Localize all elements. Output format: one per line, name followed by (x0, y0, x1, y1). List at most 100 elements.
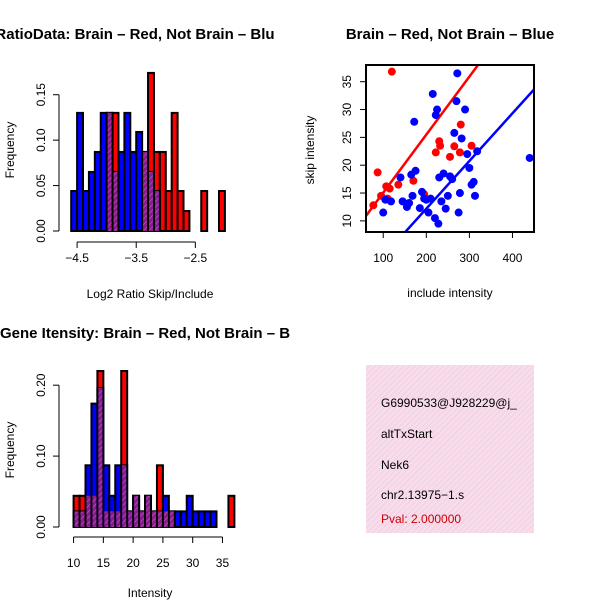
intensity-y-tick-label: 0.10 (34, 444, 48, 468)
scatter-y-tick-label: 15 (340, 186, 354, 200)
scatter-point-brain (394, 180, 403, 189)
info-event-type: altTxStart (381, 427, 433, 441)
intensity-histogram-bars (72, 370, 236, 529)
info-probe-id: G6990533@J928229@j_ (381, 396, 517, 410)
intensity-histogram-panel: Gene Itensity: Brain – Red, Not Brain – … (0, 325, 290, 600)
scatter-point-notbrain (396, 173, 405, 182)
scatter-y-tick-label: 35 (340, 75, 354, 89)
ratio-bar-overlap (149, 171, 153, 231)
scatter-point-notbrain (411, 166, 420, 175)
intensity-histogram-title: Gene Itensity: Brain – Red, Not Brain – … (0, 325, 290, 342)
intensity-bar-brain (227, 494, 236, 528)
intensity-x-tick-label: 20 (126, 556, 140, 570)
ratio-bar-brain (170, 111, 179, 232)
scatter-point-notbrain (433, 105, 442, 114)
scatter-point-notbrain (443, 191, 452, 200)
intensity-x-tick-label: 30 (186, 556, 200, 570)
ratio-bar-brain (200, 190, 209, 232)
scatter-point-brain (409, 176, 418, 185)
scatter-plot-area (366, 65, 534, 232)
ratio-histogram-title: RatioData: Brain – Red, Not Brain – Blu (0, 26, 275, 43)
scatter-point-brain (387, 67, 396, 76)
ratio-bar-overlap (107, 112, 112, 231)
ratio-histogram-ylabel: Frequency (3, 122, 17, 179)
scatter-point-notbrain (441, 204, 450, 213)
ratio-histogram-axes: −4.5 −3.5 −2.5 0.00 0.05 0.10 0.15 (34, 83, 208, 265)
intensity-bar-overlap (110, 511, 115, 527)
scatter-point-notbrain (525, 153, 534, 162)
intensity-bar-overlap (80, 511, 85, 527)
intensity-bar-overlap (86, 495, 91, 527)
intensity-bar-overlap (169, 511, 174, 527)
scatter-point-brain (455, 148, 464, 157)
ratio-bar-brain (217, 190, 226, 232)
intensity-y-tick-label: 0.00 (34, 515, 48, 539)
scatter-axes: 100 200 300 400 10 15 20 25 30 35 (340, 64, 535, 265)
scatter-fit-line-brain (366, 65, 480, 217)
ratio-histogram-panel: RatioData: Brain – Red, Not Brain – Blu … (0, 26, 275, 301)
info-panel: G6990533@J928229@j_ altTxStart Nek6 chr2… (366, 365, 534, 533)
intensity-bar-notbrain (209, 510, 218, 528)
intensity-x-tick-label: 10 (67, 556, 81, 570)
intensity-bar-overlap (146, 495, 150, 527)
scatter-title: Brain – Red, Not Brain – Blue (346, 26, 554, 43)
ratio-histogram-bars (70, 71, 226, 232)
ratio-x-tick-label: −2.5 (183, 251, 207, 265)
scatter-point-notbrain (386, 197, 395, 206)
ratio-y-tick-label: 0.05 (34, 174, 48, 198)
scatter-point-brain (446, 152, 454, 161)
scatter-point-notbrain (469, 177, 478, 186)
scatter-y-tick-label: 25 (340, 130, 354, 144)
intensity-bar-overlap (116, 511, 121, 527)
ratio-x-tick-label: −3.5 (124, 251, 148, 265)
ratio-bar-overlap (113, 171, 118, 231)
scatter-x-tick-label: 400 (502, 251, 522, 265)
scatter-x-tick-label: 300 (459, 251, 479, 265)
scatter-point-notbrain (457, 134, 466, 143)
scatter-panel: Brain – Red, Not Brain – Blue 100 200 300 4… (303, 26, 554, 300)
scatter-point-notbrain (405, 199, 414, 208)
intensity-bar-overlap (157, 511, 162, 527)
scatter-point-brain (373, 168, 382, 177)
scatter-point-notbrain (434, 219, 443, 228)
scatter-point-notbrain (461, 105, 470, 114)
intensity-bar-overlap (122, 465, 127, 527)
ratio-y-tick-label: 0.00 (34, 219, 48, 243)
intensity-histogram-axes: 10 15 20 25 30 35 0.00 0.10 0.20 (34, 373, 229, 570)
scatter-point-notbrain (452, 97, 461, 106)
info-gene: Nek6 (381, 458, 409, 472)
scatter-points (366, 65, 534, 232)
scatter-fit-line-notbrain (403, 88, 534, 232)
scatter-point-notbrain (450, 128, 459, 137)
intensity-bar-overlap (128, 511, 133, 527)
intensity-bar-overlap (152, 511, 156, 527)
intensity-bar-overlap (140, 511, 145, 527)
intensity-x-tick-label: 25 (156, 556, 170, 570)
ratio-x-tick-label: −4.5 (65, 251, 89, 265)
scatter-point-brain (450, 142, 459, 151)
intensity-bar-overlap (163, 511, 168, 527)
intensity-bar-overlap (98, 388, 103, 527)
intensity-histogram-xlabel: Intensity (128, 586, 173, 600)
ratio-bar-notbrain (76, 111, 85, 232)
ratio-bar-brain (182, 210, 191, 232)
scatter-point-brain (431, 148, 440, 157)
intensity-x-tick-label: 35 (216, 556, 230, 570)
scatter-x-tick-label: 200 (416, 251, 436, 265)
ratio-bar-overlap (143, 151, 148, 231)
scatter-point-notbrain (453, 69, 462, 78)
scatter-point-notbrain (470, 191, 479, 200)
scatter-point-brain (456, 120, 465, 129)
scatter-frame (365, 64, 535, 233)
scatter-point-notbrain (428, 89, 437, 98)
scatter-point-notbrain (398, 197, 407, 206)
scatter-point-notbrain (418, 187, 426, 196)
info-pval: Pval: 2.000000 (381, 512, 461, 526)
scatter-point-brain (436, 141, 445, 150)
scatter-y-tick-label: 30 (340, 103, 354, 117)
intensity-bar-overlap (104, 511, 109, 527)
ratio-y-tick-label: 0.15 (34, 83, 48, 107)
intensity-y-tick-label: 0.20 (34, 373, 48, 397)
scatter-point-notbrain (410, 117, 419, 126)
